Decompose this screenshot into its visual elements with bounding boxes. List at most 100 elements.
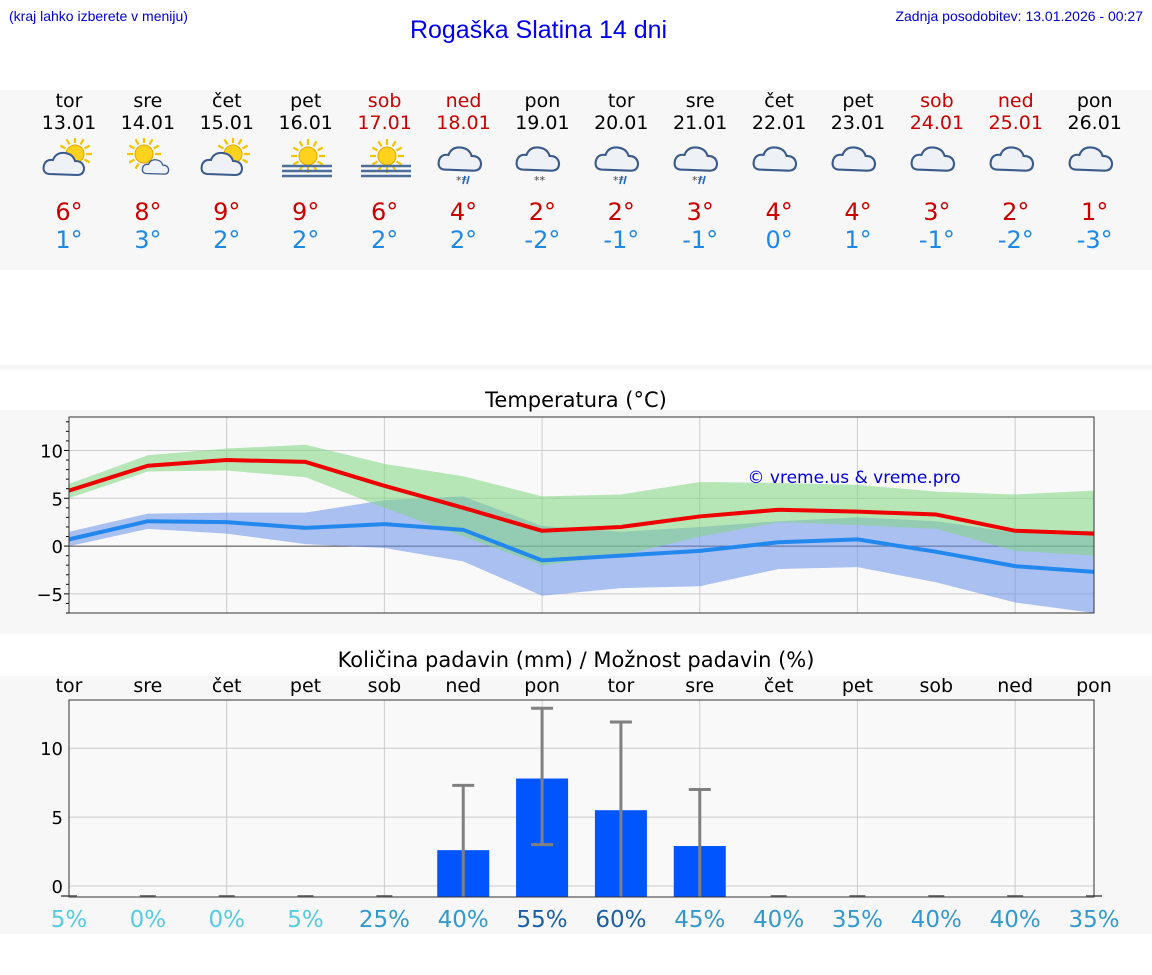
cloud-icon (1065, 138, 1125, 188)
day-date: 26.01 (1067, 112, 1122, 134)
max-temperature: 4° (449, 198, 478, 226)
sun-fog-icon (355, 138, 415, 188)
cloud-group (831, 146, 877, 172)
sun-fog-icon (276, 138, 336, 188)
precip-chance-label: 40% (990, 907, 1041, 933)
daily-forecast-strip: tor 13.01 6° 1° sre 14.01 8° 3° čet 15.01 9° 2° pet 1… (0, 90, 1152, 270)
cloud-shape (989, 146, 1034, 172)
sun-ray (316, 146, 323, 152)
rain-drop (461, 175, 466, 185)
sun-ray (371, 146, 378, 152)
sun-ray (298, 140, 304, 148)
precip-chance-label: 40% (911, 907, 962, 933)
cloud-shape (673, 146, 719, 172)
snow-mark: ** (456, 174, 468, 187)
cloud-shape (437, 146, 482, 172)
min-temperature: -1° (682, 226, 719, 254)
max-temperature-line (68, 458, 1095, 536)
precip-chance-label: 40% (438, 907, 489, 933)
day-forecast: pet 16.01 9° 2° (266, 90, 346, 270)
day-name: pon (524, 90, 561, 112)
day-forecast: čet 15.01 9° 2° (187, 90, 267, 270)
day-name: sob (367, 90, 402, 112)
rain-drop (619, 175, 624, 185)
precipitation-chart: 10 5 0 tor sre čet pet sob ned pon tor sre čet pet sob… (40, 676, 1119, 933)
cloud-shape (437, 146, 482, 172)
cloud-group (673, 146, 719, 172)
day-date: 15.01 (199, 112, 254, 134)
sun-cloud-icon (197, 137, 257, 188)
sun-ray (83, 158, 91, 164)
day-axis-label: sob (368, 676, 402, 697)
day-forecast: sob 24.01 3° -1° (897, 90, 977, 270)
precip-chance-label: 40% (753, 907, 804, 933)
sun-ray (312, 140, 318, 148)
max-temperature: 4° (765, 198, 793, 226)
temperature-chart: 10 5 0 −5 © vreme.us & vreme.pro (36, 416, 1095, 614)
day-axis-label: pon (1076, 676, 1112, 697)
cloud-group (1068, 146, 1113, 172)
plot-frame (68, 699, 1095, 898)
snow-mark: ** (692, 174, 704, 187)
min-temperature: -2° (997, 226, 1034, 254)
precip-chance-label: 5% (51, 907, 88, 933)
day-name: ned (997, 90, 1034, 112)
watermark: © vreme.us & vreme.pro (747, 468, 960, 488)
max-temperature: 9° (292, 198, 320, 226)
day-date: 22.01 (751, 112, 807, 134)
precip-chance-label: 35% (832, 907, 883, 933)
cloud-shape (42, 151, 86, 177)
sun-small-cloud-icon (118, 137, 178, 188)
precip-chance-label: 45% (674, 907, 725, 933)
day-date: 14.01 (120, 112, 176, 134)
day-date: 13.01 (41, 112, 97, 134)
cloud-icon (828, 138, 888, 188)
precip-chance-label: 5% (287, 907, 324, 933)
day-forecast: sre 21.01 ** 3° -1° (660, 90, 740, 270)
max-temperature: 6° (55, 198, 83, 226)
small-cloud (141, 159, 170, 175)
day-date: 21.01 (672, 112, 728, 134)
snow-mark: ** (534, 174, 546, 187)
day-date: 23.01 (830, 112, 886, 134)
day-axis-label: pet (290, 676, 321, 697)
day-date: 20.01 (594, 112, 649, 134)
day-date: 24.01 (909, 112, 965, 134)
day-name: tor (607, 90, 635, 112)
sun-ray (217, 144, 224, 150)
cloud-group (989, 146, 1034, 172)
sun-shape (290, 139, 325, 173)
sun-ray (59, 144, 67, 150)
min-temperature: 0° (765, 226, 793, 254)
sun-ray (148, 138, 154, 146)
day-forecast: ned 25.01 2° -2° (976, 90, 1056, 270)
min-temperature: -3° (1076, 226, 1113, 254)
plot-area (69, 700, 1094, 897)
min-temperature: 3° (134, 226, 162, 254)
sun-ray (128, 144, 135, 150)
sun-ray (128, 158, 135, 164)
sun-ray (134, 138, 140, 146)
max-temperature: 2° (607, 198, 635, 226)
min-temperature: 2° (292, 226, 320, 254)
sun-ray (292, 146, 299, 152)
rain-drop (623, 175, 628, 185)
sun-ray (134, 162, 140, 170)
cloud-shape (515, 146, 561, 172)
day-name: sre (685, 90, 715, 112)
sun-ray (371, 160, 378, 166)
separator-strip (0, 365, 1152, 370)
cloud-shape (42, 151, 86, 177)
day-forecast: sre 14.01 8° 3° (108, 90, 188, 270)
sun-ray (237, 138, 243, 146)
min-temperature: 2° (370, 226, 399, 254)
day-date: 18.01 (436, 112, 491, 134)
day-date: 25.01 (988, 112, 1043, 134)
cloud-shape (200, 151, 243, 177)
precip-chance-label: 55% (517, 907, 568, 933)
cloud-shape (831, 146, 877, 172)
sun-ray (316, 160, 323, 166)
day-forecast: pet 23.01 4° 1° (818, 90, 898, 270)
sun-shape (369, 139, 404, 173)
y-tick-label: 5 (52, 489, 63, 510)
